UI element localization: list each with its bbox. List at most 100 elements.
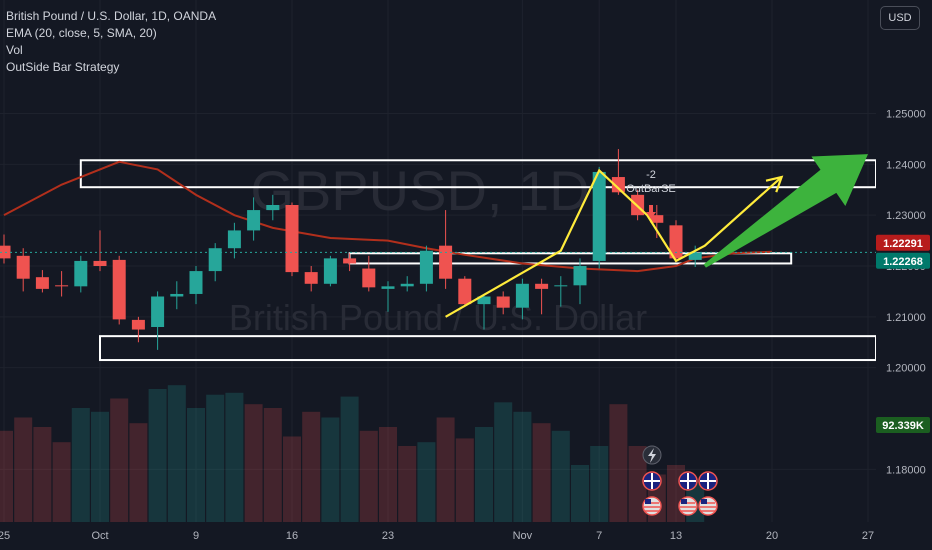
lightning-icon[interactable]: [642, 445, 662, 465]
candle: [112, 255, 126, 325]
candle-body: [93, 260, 107, 266]
volume-bar: [187, 408, 205, 522]
candle-body: [74, 260, 88, 287]
trend-drawings[interactable]: [445, 154, 868, 318]
candle-body: [669, 225, 683, 259]
candle: [400, 276, 414, 292]
ema-price-badge: 1.22291: [876, 234, 930, 251]
outbar-value: -2: [646, 169, 656, 181]
time-tick-label: 23: [382, 530, 394, 542]
candle-body: [323, 258, 337, 284]
volume-badge-bg: [876, 417, 930, 433]
volume-bar: [71, 408, 90, 522]
candle: [515, 278, 529, 320]
volume-bar: [148, 389, 167, 522]
candle: [458, 276, 472, 307]
ema-price-badge-text: 1.22291: [883, 238, 923, 250]
time-tick-label: Oct: [91, 530, 108, 542]
price-tick-label: 1.21000: [886, 312, 926, 324]
candle: [381, 281, 395, 312]
time-tick-label: 27: [862, 530, 874, 542]
candle-body: [592, 171, 606, 261]
currency-button[interactable]: USD: [880, 6, 920, 30]
symbol-title[interactable]: British Pound / U.S. Dollar, 1D, OANDA: [6, 9, 217, 23]
candle: [189, 266, 203, 305]
volume-bar: [379, 427, 397, 522]
volume-bar: [263, 408, 282, 522]
time-axis[interactable]: 25 Oct 9 16 23 Nov 7 13 20 27: [0, 522, 932, 550]
candle: [55, 271, 69, 297]
strategy-label[interactable]: OutSide Bar Strategy: [6, 60, 120, 74]
price-tick-label: 1.24000: [886, 159, 926, 171]
candle-body: [362, 268, 376, 288]
volume-bar: [91, 411, 109, 522]
volume-bar: [110, 398, 129, 522]
candle: [362, 255, 376, 292]
green-target-arrow: [703, 154, 868, 268]
candle: [669, 220, 683, 262]
candle-body: [496, 296, 510, 308]
candle: [496, 291, 510, 315]
candle: [343, 253, 357, 272]
time-tick-label: 16: [286, 530, 298, 542]
candle-body: [477, 296, 491, 305]
candle-body: [554, 285, 568, 287]
candle-body: [650, 215, 664, 223]
outbar-label: OutBarSE: [626, 183, 676, 195]
volume-bar: [340, 396, 359, 522]
volume-bar: [0, 430, 13, 522]
uk-flag-icon[interactable]: [678, 471, 698, 491]
last-price-badge-text: 1.22268: [883, 256, 923, 268]
volume-bar: [571, 465, 589, 522]
candle-body: [208, 248, 222, 272]
uk-flag-icon[interactable]: [698, 471, 718, 491]
candle-body: [611, 177, 625, 193]
volume-bar: [302, 411, 321, 522]
sell-arrow-icon: [646, 205, 656, 219]
volume-bar: [417, 442, 436, 522]
candle: [16, 248, 30, 292]
symbol-watermark: GBPUSD, 1D British Pound / U.S. Dollar: [229, 159, 647, 338]
volume-bar: [321, 417, 340, 522]
uk-flag-icon[interactable]: [642, 471, 662, 491]
time-tick-label: 25: [0, 530, 10, 542]
candle-body: [16, 255, 30, 279]
candle: [247, 197, 261, 241]
last-price-badge: 1.22268: [876, 252, 930, 269]
candle: [304, 266, 318, 292]
us-flag-icon[interactable]: [678, 496, 698, 516]
volume-bar: [436, 417, 455, 522]
chart-legend: British Pound / U.S. Dollar, 1D, OANDA E…: [6, 8, 216, 76]
volume-bar: [455, 438, 474, 522]
candle-body: [247, 210, 261, 231]
time-tick-label: 13: [670, 530, 682, 542]
volume-bar: [283, 436, 301, 522]
candle: [131, 316, 145, 343]
economic-events[interactable]: [642, 445, 718, 516]
volume-indicator-label[interactable]: Vol: [6, 43, 23, 57]
ema-line: [3, 160, 773, 273]
price-axis[interactable]: 1.250001.240001.230001.220001.210001.200…: [876, 0, 932, 550]
candle: [266, 194, 280, 221]
candle-body: [112, 259, 126, 320]
candle-body: [535, 283, 549, 289]
candle-body: [227, 230, 241, 249]
candle: [477, 293, 491, 330]
candle-body: [458, 278, 472, 305]
us-flag-icon[interactable]: [642, 496, 662, 516]
candle-body: [304, 272, 318, 284]
price-tick-label: 1.25000: [886, 109, 926, 121]
volume-bar: [628, 446, 647, 522]
candle: [285, 202, 299, 277]
candle-body: [573, 266, 587, 286]
candlesticks: [0, 149, 702, 350]
ema-indicator-label[interactable]: EMA (20, close, 5, SMA, 20): [6, 26, 157, 40]
volume-bar: [33, 427, 52, 522]
volume-bar: [14, 417, 33, 522]
time-tick-label: 20: [766, 530, 778, 542]
volume-bar: [225, 392, 244, 522]
last-price-badge-bg: [876, 252, 930, 269]
us-flag-icon[interactable]: [698, 496, 718, 516]
time-tick-label: Nov: [513, 530, 533, 542]
